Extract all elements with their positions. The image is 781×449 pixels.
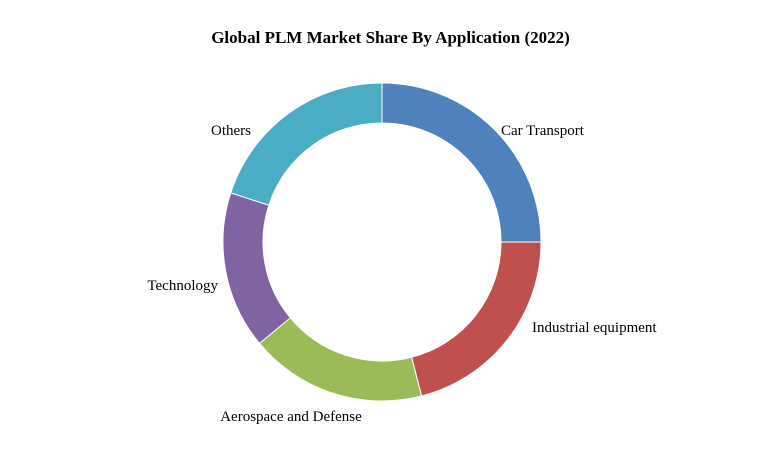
- donut-slice-aerospace-and-defense: [258, 317, 423, 402]
- donut-slice-car-transport: [381, 82, 542, 243]
- slice-label-technology: Technology: [147, 278, 218, 294]
- slice-label-industrial-equipment: Industrial equipment: [532, 320, 657, 336]
- donut-slice-others: [230, 82, 383, 206]
- donut-slice-technology: [222, 192, 292, 345]
- chart-title: Global PLM Market Share By Application (…: [211, 28, 570, 47]
- slice-label-others: Others: [211, 123, 251, 139]
- slice-label-aerospace-and-defense: Aerospace and Defense: [220, 409, 362, 425]
- slice-label-car-transport: Car Transport: [501, 123, 585, 139]
- donut-slice-industrial-equipment: [410, 241, 542, 397]
